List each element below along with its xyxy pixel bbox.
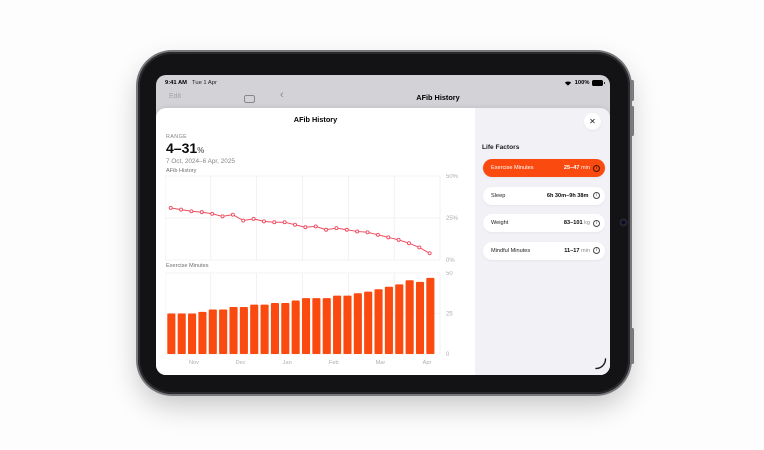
- edit-button[interactable]: Edit: [169, 93, 182, 100]
- screen: 9:41 AM Tue 1 Apr 100% Edit AFib History: [156, 75, 610, 375]
- date-range: 7 Oct, 2024–6 Apr, 2025: [166, 158, 235, 165]
- bar-chart-title: Exercise Minutes: [166, 263, 209, 269]
- svg-text:25: 25: [446, 312, 453, 318]
- life-factor-mindful-minutes[interactable]: Mindful Minutes 11–17 min: [483, 241, 605, 260]
- front-camera-icon: [621, 220, 626, 225]
- afib-history-line-chart[interactable]: 50% 25% 0%: [165, 174, 466, 268]
- exercise-minutes-bar-chart[interactable]: 50 25 0 Nov Dec Jan Feb Mar Apr: [165, 271, 466, 370]
- svg-text:Mar: Mar: [376, 360, 386, 366]
- life-factor-sleep[interactable]: Sleep 6h 30m–9h 38m: [483, 186, 605, 205]
- range-unit: %: [197, 146, 205, 155]
- svg-text:Nov: Nov: [189, 360, 199, 366]
- life-factor-weight[interactable]: Weight 83–101 kg: [483, 214, 605, 232]
- multitask-window-icon[interactable]: [244, 94, 255, 103]
- resize-handle-icon[interactable]: [595, 358, 607, 370]
- navigation-bar: Edit AFib History: [156, 89, 610, 108]
- clock: 9:41 AM: [165, 80, 188, 86]
- status-bar: 9:41 AM Tue 1 Apr 100%: [156, 75, 610, 89]
- svg-text:Feb: Feb: [329, 360, 339, 366]
- battery-percent: 100%: [574, 80, 590, 86]
- life-factor-exercise-minutes[interactable]: Exercise Minutes 25–47 min: [483, 159, 605, 177]
- info-icon[interactable]: [593, 192, 600, 199]
- info-icon[interactable]: [593, 247, 600, 254]
- range-value: 4–31%: [166, 140, 205, 156]
- side-speaker-slot: [627, 328, 634, 364]
- wifi-icon: [564, 81, 572, 86]
- info-icon[interactable]: [593, 219, 600, 227]
- close-icon[interactable]: [584, 113, 601, 130]
- svg-text:0%: 0%: [446, 258, 455, 264]
- ipad-device: 9:41 AM Tue 1 Apr 100% Edit AFib History: [138, 52, 630, 394]
- nav-title: AFib History: [416, 93, 460, 102]
- svg-text:25%: 25%: [446, 216, 459, 222]
- afib-history-sheet: AFib History RANGE 4–31% 7 Oct, 2024–6 A…: [156, 108, 610, 375]
- svg-text:Apr: Apr: [423, 360, 432, 366]
- battery-icon: [592, 80, 605, 86]
- svg-text:Dec: Dec: [236, 360, 246, 366]
- life-factors-heading: Life Factors: [482, 144, 520, 151]
- volume-down-button: [627, 106, 634, 136]
- svg-text:0: 0: [446, 352, 450, 358]
- back-chevron-icon[interactable]: [280, 90, 284, 100]
- svg-text:50%: 50%: [446, 174, 459, 180]
- status-date: Tue 1 Apr: [192, 80, 217, 86]
- svg-text:Jan: Jan: [283, 360, 292, 366]
- sheet-title: AFib History: [293, 115, 338, 124]
- line-chart-title: AFib History: [166, 168, 197, 174]
- info-icon[interactable]: [593, 164, 600, 172]
- range-label: RANGE: [166, 134, 188, 140]
- svg-text:50: 50: [446, 271, 453, 277]
- volume-up-button: [627, 80, 634, 101]
